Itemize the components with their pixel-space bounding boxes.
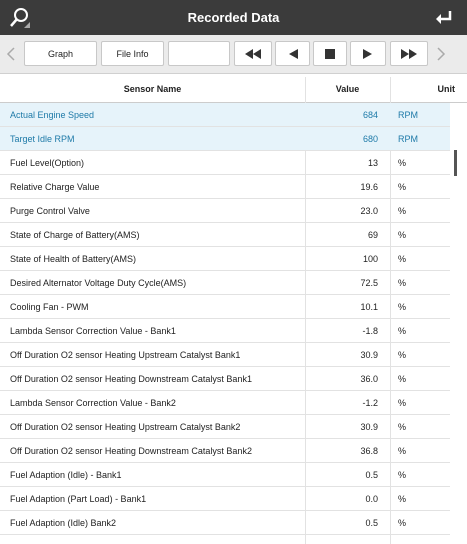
sensor-unit: % bbox=[398, 350, 407, 360]
column-header[interactable]: Sensor Name bbox=[123, 84, 182, 94]
sensor-name: Fuel Adaption (Part Load) - Bank1 bbox=[10, 494, 147, 504]
play-button[interactable] bbox=[350, 41, 386, 66]
table-header: Sensor Name Value Unit bbox=[0, 76, 467, 103]
sensor-value: -1.2 bbox=[362, 398, 378, 408]
sensor-value: 100 bbox=[362, 254, 378, 264]
screen-title: Recorded Data bbox=[187, 10, 280, 25]
sensor-unit: % bbox=[398, 422, 407, 432]
graph-button[interactable]: Graph bbox=[24, 41, 97, 66]
sensor-name: Cooling Fan - PWM bbox=[10, 302, 89, 312]
table-row[interactable]: Off Duration O2 sensor Heating Downstrea… bbox=[0, 367, 450, 391]
sensor-value: 36.0 bbox=[360, 374, 378, 384]
stop-button[interactable] bbox=[313, 41, 347, 66]
sensor-name: Off Duration O2 sensor Heating Upstream … bbox=[10, 350, 241, 360]
previous-button[interactable] bbox=[275, 41, 310, 66]
table-row[interactable]: Fuel Adaption (Idle) - Bank1 0.5% bbox=[0, 463, 450, 487]
table-row[interactable]: Target Idle RPM 680 RPM bbox=[0, 127, 450, 151]
rewind-button[interactable] bbox=[234, 41, 272, 66]
sensor-unit: % bbox=[398, 470, 407, 480]
sensor-value: 30.9 bbox=[360, 350, 378, 360]
sensor-unit: % bbox=[398, 182, 407, 192]
title-bar: Recorded Data bbox=[0, 0, 467, 35]
sensor-value: 23.0 bbox=[360, 206, 378, 216]
sensor-name: Fuel Adaption (Idle) Bank2 bbox=[10, 518, 117, 528]
table-row[interactable]: Purge Control Valve 23.0% bbox=[0, 199, 450, 223]
sensor-unit: % bbox=[398, 254, 407, 264]
sensor-value: 10.1 bbox=[360, 302, 378, 312]
table-row[interactable]: State of Health of Battery(AMS) 100% bbox=[0, 247, 450, 271]
search-icon[interactable] bbox=[8, 6, 32, 30]
sensor-value: 19.6 bbox=[360, 182, 378, 192]
sensor-value: 684 bbox=[362, 110, 378, 120]
scroll-left[interactable] bbox=[6, 47, 16, 61]
table-row[interactable]: Off Duration O2 sensor Heating Upstream … bbox=[0, 415, 450, 439]
sensor-value: 69 bbox=[367, 230, 378, 240]
table-row[interactable]: Fuel Level(Option) 13% bbox=[0, 151, 450, 175]
sensor-value: 72.5 bbox=[360, 278, 378, 288]
sensor-value: 0.5 bbox=[365, 518, 378, 528]
table-row[interactable]: State of Charge of Battery(AMS) 69% bbox=[0, 223, 450, 247]
sensor-value: 13 bbox=[367, 158, 378, 168]
sensor-unit: % bbox=[398, 494, 407, 504]
sensor-name: Actual Engine Speed bbox=[10, 110, 95, 120]
sensor-name: Lambda Sensor Correction Value - Bank2 bbox=[10, 398, 176, 408]
table-row[interactable]: Desired Alternator Voltage Duty Cycle(AM… bbox=[0, 271, 450, 295]
sensor-unit: % bbox=[398, 158, 407, 168]
scroll-right[interactable] bbox=[436, 47, 446, 61]
fast-forward-button[interactable] bbox=[390, 41, 428, 66]
table-row[interactable]: Fuel Adaption (Idle) Bank2 0.5% bbox=[0, 511, 450, 535]
sensor-name: Relative Charge Value bbox=[10, 182, 100, 192]
table-row[interactable]: Off Duration O2 sensor Heating Downstrea… bbox=[0, 439, 450, 463]
sensor-value: 0.0 bbox=[365, 494, 378, 504]
sensor-unit: % bbox=[398, 446, 407, 456]
table-row[interactable]: Actual Engine Speed 684 RPM bbox=[0, 103, 450, 127]
sensor-name: Off Duration O2 sensor Heating Downstrea… bbox=[10, 446, 252, 456]
sensor-unit: RPM bbox=[398, 134, 418, 144]
sensor-unit: % bbox=[398, 398, 407, 408]
sensor-value: 30.9 bbox=[360, 422, 378, 432]
sensor-name: Fuel Level(Option) bbox=[10, 158, 85, 168]
sensor-value: 0.5 bbox=[365, 470, 378, 480]
sensor-unit: % bbox=[398, 206, 407, 216]
sensor-value: 680 bbox=[362, 134, 378, 144]
table-row[interactable]: Lambda Sensor Correction Value - Bank1 -1… bbox=[0, 319, 450, 343]
sensor-name: Target Idle RPM bbox=[10, 134, 75, 144]
sensor-name: Lambda Sensor Correction Value - Bank1 bbox=[10, 326, 176, 336]
sensor-value: 36.8 bbox=[360, 446, 378, 456]
sensor-unit: % bbox=[398, 302, 407, 312]
sensor-name: Desired Alternator Voltage Duty Cycle(AM… bbox=[10, 278, 187, 288]
sensor-unit: % bbox=[398, 518, 407, 528]
sensor-name: Fuel Adaption (Idle) - Bank1 bbox=[10, 470, 122, 480]
column-header[interactable]: Value bbox=[335, 84, 360, 94]
sensor-unit: % bbox=[398, 326, 407, 336]
table-row[interactable]: Relative Charge Value 19.6% bbox=[0, 175, 450, 199]
sensor-name: Purge Control Valve bbox=[10, 206, 90, 216]
table-row[interactable]: Fuel Adaption (Part Load) - Bank1 0.0% bbox=[0, 487, 450, 511]
sensor-name: State of Health of Battery(AMS) bbox=[10, 254, 137, 264]
blank-button[interactable] bbox=[168, 41, 230, 66]
table-row[interactable]: Off Duration O2 sensor Heating Upstream … bbox=[0, 343, 450, 367]
column-divider bbox=[305, 77, 306, 544]
column-header[interactable]: Unit bbox=[437, 84, 456, 94]
file-info-button[interactable]: File Info bbox=[101, 41, 164, 66]
sensor-value: -1.8 bbox=[362, 326, 378, 336]
sensor-name: State of Charge of Battery(AMS) bbox=[10, 230, 140, 240]
table-row[interactable]: Lambda Sensor Correction Value - Bank2 -1… bbox=[0, 391, 450, 415]
sensor-unit: % bbox=[398, 230, 407, 240]
sensor-unit: % bbox=[398, 374, 407, 384]
toolbar: Graph File Info bbox=[0, 35, 467, 74]
sensor-name: Off Duration O2 sensor Heating Upstream … bbox=[10, 422, 241, 432]
scrollbar[interactable] bbox=[454, 150, 457, 176]
sensor-unit: RPM bbox=[398, 110, 418, 120]
table-row[interactable]: Cooling Fan - PWM 10.1% bbox=[0, 295, 450, 319]
column-divider bbox=[390, 77, 391, 544]
back-button[interactable] bbox=[434, 9, 454, 27]
sensor-unit: % bbox=[398, 278, 407, 288]
sensor-name: Off Duration O2 sensor Heating Downstrea… bbox=[10, 374, 252, 384]
